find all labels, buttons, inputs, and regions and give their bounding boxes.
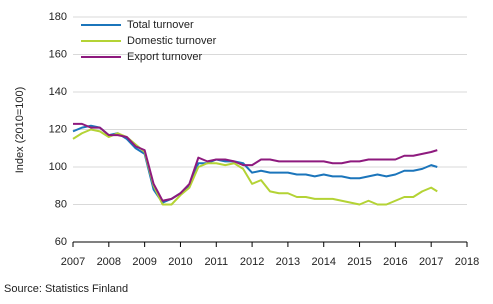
x-tick-label: 2018 [455,256,479,268]
y-axis-label: Index (2010=100) [14,87,26,174]
x-tick-label: 2016 [383,256,407,268]
source: Source: Statistics Finland [4,283,128,295]
y-tick-label: 160 [49,48,67,60]
series-line [72,128,438,206]
y-tick-label: 80 [55,198,67,210]
x-tick-label: 2011 [204,256,228,268]
y-tick-label: 120 [49,123,67,135]
x-tick-label: 2012 [240,256,264,268]
legend-label: Domestic turnover [127,35,217,47]
x-tick-label: 2014 [311,256,335,268]
x-tick-label: 2017 [419,256,443,268]
x-tick-label: 2010 [168,256,192,268]
y-tick-label: 100 [49,161,67,173]
series-line [73,122,438,202]
legend-label: Total turnover [127,19,194,31]
y-tick-label: 180 [49,11,67,23]
series-line [72,124,438,204]
x-tick-label: 2013 [276,256,300,268]
y-tick-label: 60 [55,236,67,248]
legend-label: Export turnover [127,51,203,63]
y-tick-label: 140 [49,86,67,98]
x-tick-label: 2007 [61,256,85,268]
x-tick-label: 2008 [97,256,121,268]
x-tick-label: 2009 [132,256,156,268]
x-tick-label: 2015 [347,256,371,268]
